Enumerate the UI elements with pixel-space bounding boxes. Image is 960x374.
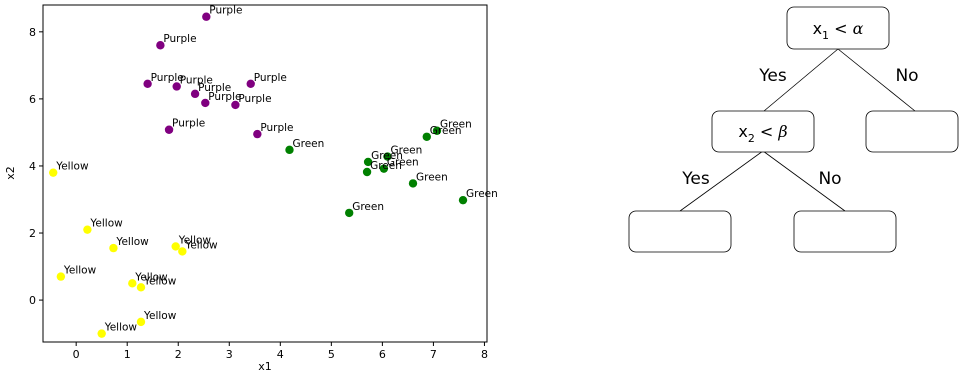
data-point-green — [458, 195, 468, 205]
data-point-purple — [172, 82, 181, 91]
data-point-green — [285, 145, 294, 155]
decision-tree: Yes No Yes No x1 < α x2 < β — [628, 6, 959, 253]
data-point-yellow — [136, 317, 146, 327]
point-label: Green — [292, 138, 324, 150]
data-point-yellow — [109, 243, 118, 253]
x-tick-label: 3 — [226, 348, 233, 361]
data-points: PurplePurplePurplePurplePurplePurplePurp… — [49, 5, 498, 338]
y-tick-label: 0 — [29, 294, 36, 307]
right-leaf — [865, 110, 959, 153]
edge-root-left — [763, 48, 839, 112]
data-point-yellow — [97, 329, 106, 338]
data-point-purple — [246, 79, 255, 89]
point-label: Yellow — [143, 275, 177, 287]
point-label: Purple — [260, 122, 293, 134]
data-point-yellow — [136, 283, 146, 292]
left-condition: x2 < β — [738, 122, 787, 145]
point-label: Yellow — [184, 239, 218, 251]
data-point-yellow — [56, 272, 66, 281]
data-point-green — [383, 152, 392, 161]
point-label: Purple — [151, 72, 184, 84]
y-axis-label: x2 — [4, 166, 17, 180]
data-point-purple — [143, 79, 152, 89]
data-point-yellow — [128, 279, 137, 288]
edge-label-yes-2: Yes — [681, 169, 710, 189]
y-tick-label: 4 — [29, 160, 36, 173]
data-point-yellow — [83, 225, 92, 234]
y-axis: 0 2 4 6 8 — [29, 26, 43, 307]
x-tick-label: 1 — [124, 348, 131, 361]
plot-area — [42, 4, 488, 343]
data-point-purple — [156, 41, 165, 50]
data-point-purple — [231, 100, 240, 110]
point-label: Purple — [172, 118, 205, 130]
point-label: Purple — [198, 82, 231, 94]
data-point-purple — [202, 12, 211, 21]
point-label: Green — [440, 119, 472, 131]
data-point-green — [379, 164, 389, 173]
data-point-green — [422, 132, 431, 141]
y-tick-label: 6 — [29, 93, 36, 106]
point-label: Purple — [208, 91, 241, 103]
point-label: Yellow — [115, 236, 149, 248]
point-label: Yellow — [63, 265, 97, 277]
point-label: Green — [371, 150, 403, 162]
data-point-green — [408, 179, 418, 188]
point-label: Green — [466, 188, 498, 200]
edge-left-right — [762, 150, 846, 212]
point-label: Purple — [163, 33, 196, 45]
x-tick-label: 8 — [481, 348, 488, 361]
point-label: Yellow — [89, 218, 123, 230]
data-point-green — [345, 208, 354, 218]
data-point-purple — [253, 129, 262, 139]
edge-root-right — [837, 48, 916, 112]
data-point-green — [362, 167, 372, 177]
x-tick-label: 7 — [430, 348, 437, 361]
edge-left-left — [679, 150, 764, 212]
x-tick-label: 0 — [73, 348, 80, 361]
root-condition: x1 < α — [813, 19, 864, 42]
point-label: Yellow — [143, 310, 177, 322]
point-label: Yellow — [55, 161, 89, 173]
data-point-green — [432, 126, 442, 135]
x-axis-label: x1 — [258, 360, 272, 373]
point-label: Green — [390, 145, 422, 157]
point-label: Purple — [180, 74, 213, 86]
y-tick-label: 8 — [29, 26, 36, 39]
x-tick-label: 4 — [277, 348, 284, 361]
point-label: Purple — [238, 93, 271, 105]
point-label: Green — [387, 157, 419, 169]
x-tick-label: 2 — [175, 348, 182, 361]
left-left-leaf — [628, 210, 732, 253]
edge-label-yes-1: Yes — [758, 66, 787, 86]
data-point-yellow — [49, 168, 58, 177]
x-tick-label: 5 — [328, 348, 335, 361]
point-label: Green — [352, 201, 384, 213]
data-point-purple — [190, 89, 200, 99]
point-label: Yellow — [104, 322, 138, 334]
data-point-green — [363, 157, 373, 167]
x-tick-label: 6 — [379, 348, 386, 361]
point-label: Yellow — [178, 234, 212, 246]
data-point-yellow — [171, 242, 180, 251]
point-label: Purple — [209, 5, 242, 17]
data-point-yellow — [178, 247, 187, 256]
left-right-leaf — [793, 210, 897, 253]
point-label: Yellow — [134, 271, 168, 283]
point-label: Green — [416, 171, 448, 183]
point-label: Purple — [254, 72, 287, 84]
point-label: Green — [370, 160, 402, 172]
root-node — [786, 6, 890, 50]
y-tick-label: 2 — [29, 227, 36, 240]
x-axis: 0 1 2 3 4 5 6 7 8 — [73, 342, 488, 361]
left-node — [711, 110, 815, 153]
data-point-purple — [164, 125, 174, 134]
point-label: Green — [430, 125, 462, 137]
edge-label-no-1: No — [895, 66, 918, 86]
data-point-purple — [201, 98, 210, 108]
edge-label-no-2: No — [818, 169, 841, 189]
